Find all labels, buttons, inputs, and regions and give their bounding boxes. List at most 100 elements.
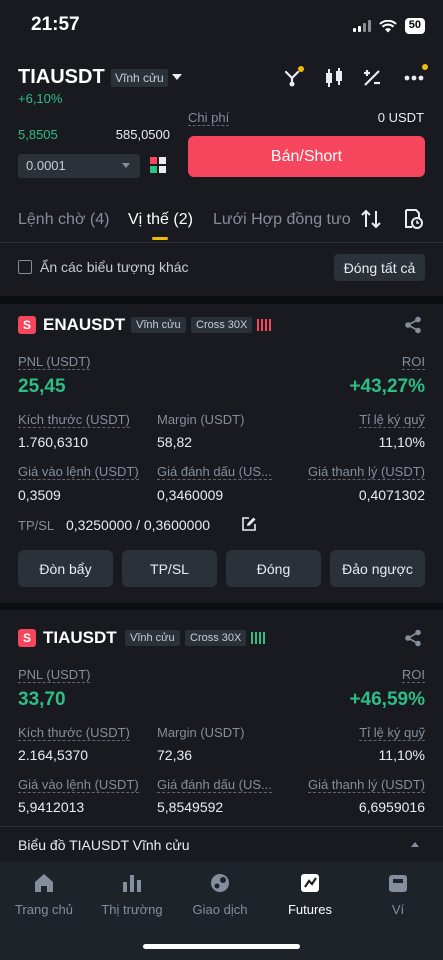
close-position-button[interactable]: Đóng [226,550,321,587]
margin-mode-badge: Cross 30X [191,317,253,333]
tpsl-value: 0,3250000 / 0,3600000 [66,517,211,533]
more-icon[interactable] [402,64,428,90]
home-indicator [143,944,300,949]
pair-dropdown-icon[interactable] [172,74,182,80]
size-value: 2.164,5370 [18,747,89,763]
nav-label: Trang chủ [14,902,74,917]
leverage-button[interactable]: Đòn bẩy [18,550,113,587]
liq-price-label: Giá thanh lý (USDT) [307,464,425,480]
nav-futures[interactable]: Futures [266,872,354,917]
mark-price-value: 5,8549592 [157,799,224,815]
reverse-button[interactable]: Đảo ngược [330,550,425,587]
margin-mode-badge: Cross 30X [185,630,247,646]
nav-home[interactable]: Trang chủ [0,872,88,917]
entry-price-label: Giá vào lệnh (USDT) [18,464,139,480]
edit-icon[interactable] [242,517,256,536]
pnl-value: 25,45 [18,376,66,397]
section-divider [0,296,443,304]
entry-price-value: 0,3509 [18,487,61,503]
trade-icon [211,874,229,892]
margin-ratio-value: 11,10% [378,747,425,763]
tpsl-button[interactable]: TP/SL [122,550,217,587]
chevron-up-icon[interactable] [411,842,419,847]
margin-value: 72,36 [157,747,193,763]
pair-change: +6,10% [18,91,63,106]
sort-icon[interactable] [360,208,382,235]
risk-bars-icon [251,631,265,644]
contract-type-badge: Vĩnh cửu [111,69,168,87]
size-label: Kích thước (USDT) [18,412,130,428]
pair-title[interactable]: TIAUSDT [18,66,105,88]
position-symbol[interactable]: TIAUSDT [43,628,117,647]
mark-price-value: 0,3460009 [157,487,224,503]
tpsl-label: TP/SL [18,518,55,533]
nav-markets[interactable]: Thị trường [88,872,176,917]
chart-link-label[interactable]: Biểu đồ TIAUSDT Vĩnh cửu [18,837,190,853]
fee-value: 0 USDT [377,110,424,125]
fee-label: Chi phí [188,110,230,126]
contract-badge: Vĩnh cửu [131,317,186,333]
orderbook-cutoff-row [18,110,170,118]
history-icon[interactable] [402,208,424,235]
bot-icon[interactable] [280,66,304,90]
tab-positions[interactable]: Vị thế (2) [128,211,193,228]
roi-value: +46,59% [349,689,425,710]
calculator-icon[interactable] [360,66,384,90]
liq-price-label: Giá thanh lý (USDT) [307,777,425,793]
position-symbol[interactable]: ENAUSDT [43,315,126,334]
orderbook-row-amount: 585,0500 [115,127,170,142]
tabs-divider [0,242,443,243]
step-value: 0.0001 [26,158,66,173]
futures-icon [301,874,319,892]
mark-price-label: Giá đánh dấu (US... [157,464,272,480]
battery-icon: 50 [404,18,425,34]
nav-label: Thị trường [101,902,163,917]
entry-price-label: Giá vào lệnh (USDT) [18,777,139,793]
step-select[interactable]: 0.0001 [18,154,140,178]
nav-wallet[interactable]: Ví [354,872,442,917]
nav-label: Ví [391,902,405,917]
tab-active-indicator [152,237,168,240]
roi-label: ROI [401,354,425,370]
orderbook-row-price[interactable]: 5,8505 [18,127,58,142]
market-icon [123,875,141,892]
section-divider [0,603,443,610]
wifi-icon [379,19,397,32]
chart-link-bar[interactable] [0,826,443,862]
share-icon[interactable] [404,316,422,334]
entry-price-value: 5,9412013 [18,799,85,815]
signal-icon [352,20,371,32]
pnl-label: PNL (USDT) [18,667,91,683]
margin-value: 58,82 [157,434,193,450]
liq-price-value: 6,6959016 [358,799,425,815]
roi-value: +43,27% [349,376,425,397]
nav-trade[interactable]: Giao dịch [176,872,264,917]
margin-ratio-value: 11,10% [378,434,425,450]
pnl-label: PNL (USDT) [18,354,91,370]
nav-label: Giao dịch [192,902,248,917]
contract-badge: Vĩnh cửu [125,630,180,646]
size-value: 1.760,6310 [18,434,89,450]
close-all-button[interactable]: Đóng tất cả [334,254,425,281]
risk-bars-icon [257,318,271,331]
chevron-down-icon [122,163,130,168]
orderbook-layout-icon[interactable] [150,157,166,173]
nav-label: Futures [287,902,333,917]
status-icons: 50 [352,18,425,34]
size-label: Kích thước (USDT) [18,725,130,741]
candlestick-chart-icon[interactable] [322,66,346,90]
status-time: 21:57 [31,14,80,35]
sell-short-button[interactable]: Bán/Short [188,136,425,177]
side-badge: S [18,629,36,647]
side-badge: S [18,316,36,334]
tab-grid[interactable]: Lưới Hợp đồng tươ [213,211,350,228]
share-icon[interactable] [404,629,422,647]
home-icon [35,874,53,892]
margin-label: Margin (USDT) [157,412,245,427]
hide-other-symbols-checkbox[interactable] [18,260,32,274]
margin-label: Margin (USDT) [157,725,245,740]
hide-other-symbols-label[interactable]: Ẩn các biểu tượng khác [40,259,189,275]
liq-price-value: 0,4071302 [358,487,425,503]
tab-open-orders[interactable]: Lệnh chờ (4) [18,211,110,228]
margin-ratio-label: Tỉ lệ ký quỹ [359,412,425,428]
